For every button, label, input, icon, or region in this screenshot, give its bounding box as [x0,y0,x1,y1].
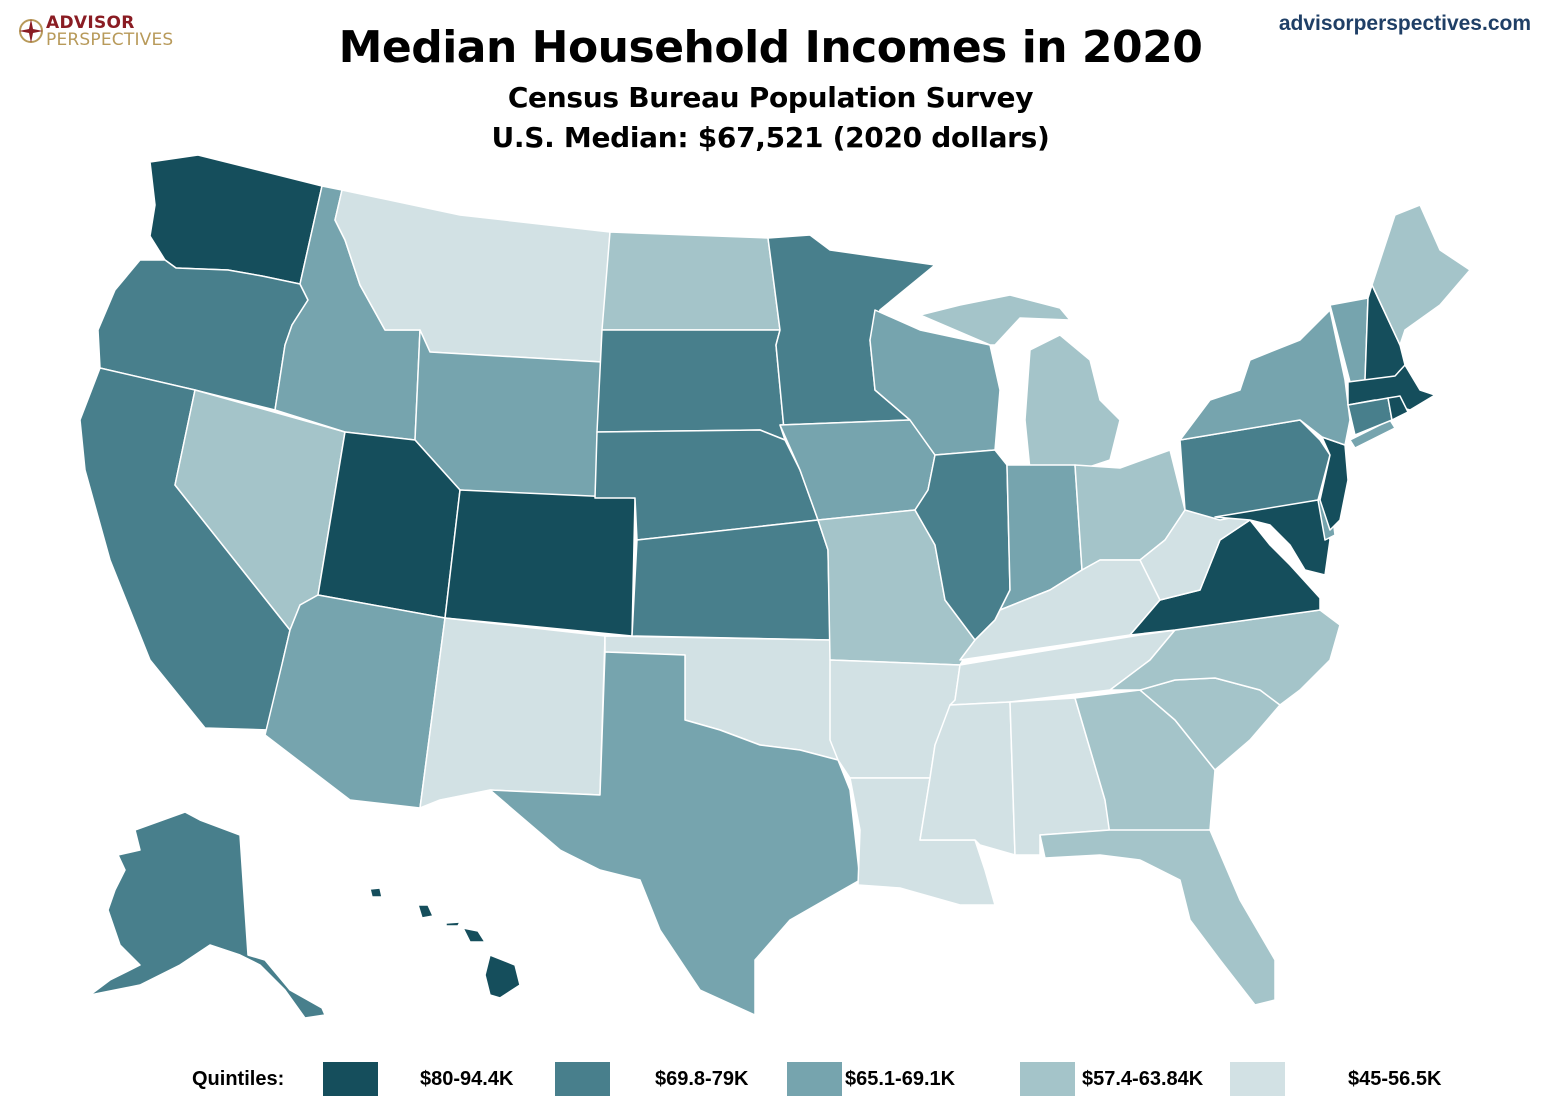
logo-text-perspectives: PERSPECTIVES [46,30,174,50]
us-median-annotation: U.S. Median: $67,521 (2020 dollars) [491,121,1050,154]
legend-label-q4: $57.4-63.84K [1082,1068,1204,1090]
compass-icon [19,19,43,43]
state-hi-kauai[interactable] [369,887,383,898]
legend-swatch-q1 [323,1062,378,1096]
state-co[interactable] [444,489,636,637]
advisor-perspectives-logo: ADVISOR PERSPECTIVES [18,12,208,52]
state-ks[interactable] [631,519,831,641]
state-tx[interactable] [489,651,861,1016]
state-hi-molokai[interactable] [445,921,461,927]
state-nd[interactable] [601,231,781,331]
legend-label-q1: $80-94.4K [420,1068,514,1090]
legend-swatch-q3 [787,1062,842,1096]
state-mi[interactable] [1024,334,1121,471]
legend-swatch-q2 [555,1062,610,1096]
logo-text-advisor: ADVISOR [46,13,135,33]
title-block: Median Household Incomes in 2020 Census … [0,18,1541,158]
state-me[interactable] [1371,204,1471,346]
chart-subtitle: Census Bureau Population Survey [507,81,1034,114]
state-hi-maui[interactable] [462,927,486,943]
legend-label-q5: $45-56.5K [1348,1068,1442,1090]
legend: Quintiles: $80-94.4K $69.8-79K $65.1-69.… [0,1062,1541,1096]
state-nj[interactable] [1319,436,1349,531]
legend-label-q2: $69.8-79K [655,1068,749,1090]
state-az[interactable] [264,594,446,809]
state-ny[interactable] [1179,309,1351,446]
legend-label-q3: $65.1-69.1K [845,1068,956,1090]
state-ak[interactable] [89,811,326,1019]
legend-swatch-q5 [1230,1062,1285,1096]
state-fl[interactable] [1039,829,1276,1006]
state-wa[interactable] [149,154,323,285]
legend-title: Quintiles: [192,1068,285,1090]
state-ri[interactable] [1387,395,1409,421]
chart-title: Median Household Incomes in 2020 [338,22,1203,73]
state-nm[interactable] [419,617,606,809]
site-url[interactable]: advisorperspectives.com [1278,12,1531,35]
state-sd[interactable] [596,329,786,441]
state-hi-oahu[interactable] [417,904,434,919]
state-mi-upper[interactable] [919,294,1071,346]
legend-swatch-q4 [1020,1062,1075,1096]
state-hi-bigisland[interactable] [484,954,521,999]
